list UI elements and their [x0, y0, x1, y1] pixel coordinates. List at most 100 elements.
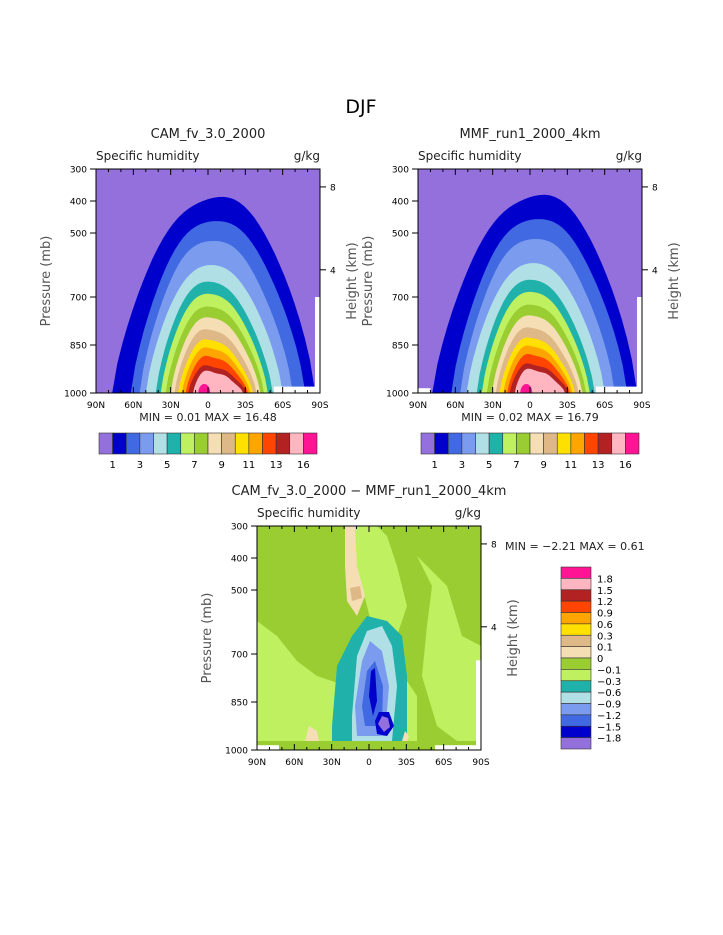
colorbar-label: −1.8 [597, 734, 621, 745]
y-tick-label: 300 [392, 166, 409, 176]
y-axis-right-label: Height (km) [667, 242, 682, 319]
colorbar-swatch [560, 714, 592, 727]
colorbar-swatch [303, 432, 318, 455]
missing-data-mask [418, 388, 431, 393]
colorbar-swatch [98, 432, 113, 455]
y-tick-label: 700 [231, 651, 248, 661]
colorbar-swatch [529, 432, 544, 455]
variable-label: Specific humidity [418, 149, 522, 163]
colorbar-swatch [434, 432, 449, 455]
colorbar-label: 7 [191, 460, 197, 471]
colorbar-label: 16 [297, 460, 310, 471]
y-tick-label: 1000 [225, 747, 248, 757]
colorbar-swatch [560, 623, 592, 636]
colorbar-swatch [207, 432, 222, 455]
missing-data-mask [637, 297, 642, 393]
colorbar-label: 0.3 [597, 631, 613, 642]
contour-fill-region [352, 526, 407, 646]
x-tick-label: 0 [205, 401, 211, 411]
x-tick-label: 90S [633, 401, 650, 411]
x-tick-label: 30N [323, 758, 341, 768]
colorbar-swatch [420, 432, 435, 455]
y-axis-label: Pressure (mb) [200, 593, 215, 684]
colorbar-label: −0.3 [597, 677, 621, 688]
y-tick-label: 500 [70, 230, 87, 240]
colorbar-label: 13 [270, 460, 283, 471]
colorbar-label: 3 [137, 460, 143, 471]
colorbar-swatch [262, 432, 277, 455]
y-axis-label: Pressure (mb) [361, 236, 376, 327]
colorbar-swatch [560, 578, 592, 591]
contour-fill-region [378, 716, 390, 732]
colorbar-swatch [560, 691, 592, 704]
colorbar-label: 7 [513, 460, 519, 471]
plot-title: MMF_run1_2000_4km [459, 127, 600, 142]
colorbar-swatch [234, 432, 250, 455]
colorbar-swatch [221, 432, 236, 455]
colorbar-label: 9 [540, 460, 546, 471]
x-tick-label: 90S [472, 758, 489, 768]
colorbar-label: 5 [486, 460, 492, 471]
y-axis-label: Pressure (mb) [39, 236, 54, 327]
colorbar: 1 3 5 7 9 11 13 16 [420, 432, 640, 471]
y-tick-label: 850 [231, 699, 248, 709]
min-max-readout: MIN = −2.21 MAX = 0.61 [505, 540, 645, 553]
contour-plot-1: 90N 60N 30N 0 30S 60S 90S 300 400 500 700 850 1000 8 4… [39, 127, 360, 471]
colorbar-label: 1.2 [597, 597, 613, 608]
y-tick-label: 500 [231, 587, 248, 597]
colorbar-label: 13 [592, 460, 605, 471]
y-tick-label: 700 [392, 294, 409, 304]
colorbar-label: 5 [164, 460, 170, 471]
colorbar: 1 3 5 7 9 11 13 16 [98, 432, 318, 471]
contour-fill-region [417, 556, 481, 741]
colorbar-swatch [597, 432, 613, 455]
colorbar-swatch [560, 737, 592, 750]
units-label: g/kg [616, 149, 642, 163]
page-title: DJF [345, 96, 376, 118]
x-tick-label: 60N [446, 401, 464, 411]
contour-fill-region [257, 621, 347, 741]
x-tick-label: 30N [162, 401, 180, 411]
x-tick-label: 90N [87, 401, 105, 411]
colorbar-swatch [560, 725, 592, 738]
contour-fill-region [402, 731, 409, 741]
y-tick-label: 850 [392, 342, 409, 352]
colorbar-swatch [560, 612, 592, 625]
colorbar-label: 0.6 [597, 620, 613, 631]
colorbar-swatch [560, 634, 592, 647]
x-tick-label: 30S [398, 758, 415, 768]
colorbar-swatch [447, 432, 463, 455]
y-tick-label: 400 [70, 198, 87, 208]
colorbar-swatch [112, 432, 127, 455]
y-tick-label: 500 [392, 230, 409, 240]
colorbar-label: −1.5 [597, 722, 621, 733]
height-tick-label: 4 [491, 623, 497, 633]
x-tick-label: 0 [527, 401, 533, 411]
height-tick-label: 4 [652, 266, 658, 276]
contour-plot-3: 90N 60N 30N 0 30S 60S 90S 300 400 500 700 850 1000 8 4… [200, 484, 645, 768]
colorbar-swatch [560, 657, 592, 670]
colorbar-swatch [560, 566, 592, 579]
colorbar-label: 3 [459, 460, 465, 471]
colorbar-swatch [248, 432, 263, 455]
plot-title: CAM_fv_3.0_2000 − MMF_run1_2000_4km [232, 484, 507, 499]
y-axis-right-label: Height (km) [506, 599, 521, 676]
colorbar-swatch [488, 432, 504, 455]
colorbar-label: 0.1 [597, 643, 613, 654]
colorbar-swatch [560, 680, 592, 693]
x-tick-label: 90S [311, 401, 328, 411]
colorbar-swatch [556, 432, 572, 455]
x-tick-label: 60N [285, 758, 303, 768]
colorbar-swatch [153, 432, 168, 455]
colorbar-label: 0.9 [597, 609, 613, 620]
colorbar-label: 16 [619, 460, 632, 471]
colorbar-label: −0.9 [597, 700, 621, 711]
colorbar-swatch [180, 432, 195, 455]
min-max-readout: MIN = 0.02 MAX = 16.79 [461, 411, 598, 424]
colorbar-label: 1 [109, 460, 115, 471]
x-tick-label: 90N [409, 401, 427, 411]
y-tick-label: 1000 [64, 390, 87, 400]
colorbar-swatch [584, 432, 599, 455]
colorbar-swatch [570, 432, 585, 455]
